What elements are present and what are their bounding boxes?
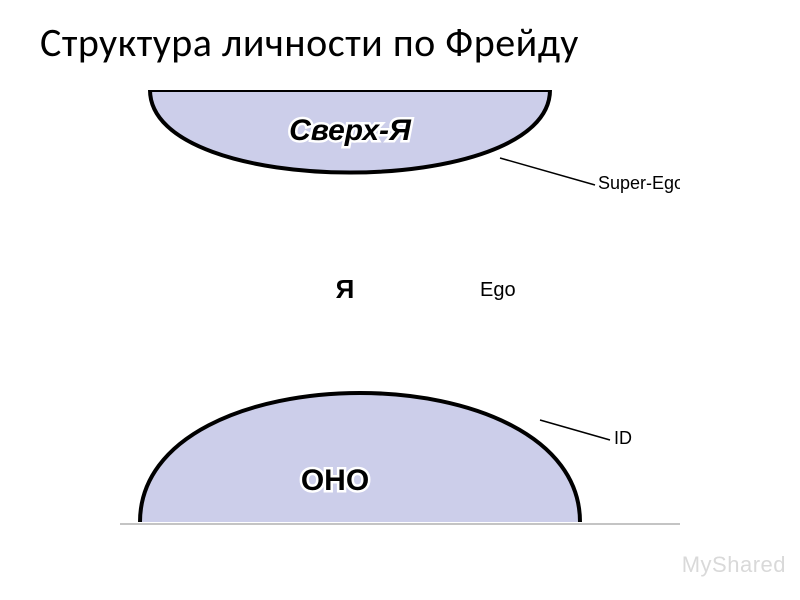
superego-label-en: Super-Ego: [598, 173, 680, 193]
ego-label-en: Ego: [480, 279, 516, 301]
ego-label-ru: Я: [336, 274, 355, 304]
slide-title: Структура личности по Фрейду: [40, 18, 579, 67]
id-shape: [140, 393, 580, 522]
region-ego: Я Ego: [336, 274, 516, 304]
id-label-ru: ОНО: [301, 464, 369, 497]
superego-label-ru: Сверх-Я: [289, 114, 412, 147]
id-leader: [540, 420, 610, 440]
region-id: ОНО ID: [120, 393, 680, 524]
slide: Структура личности по Фрейду Сверх-Я Sup…: [0, 0, 800, 600]
superego-leader: [500, 158, 595, 185]
id-label-en: ID: [614, 428, 632, 448]
freud-diagram: Сверх-Я Super-Ego Я Ego ОНО ID: [120, 90, 680, 570]
region-superego: Сверх-Я Super-Ego: [150, 90, 680, 193]
watermark: MyShared: [682, 552, 786, 578]
